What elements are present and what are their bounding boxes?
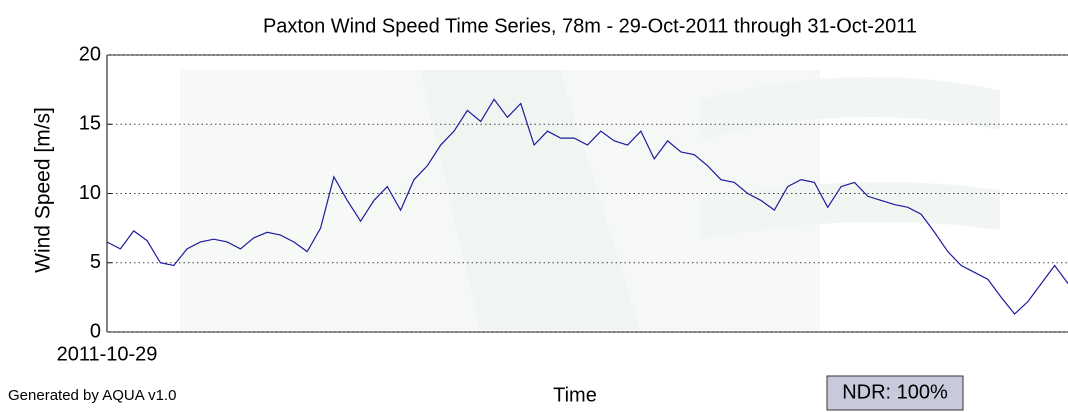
y-tick-label: 20 bbox=[79, 43, 101, 65]
x-tick-label: 2011-10-29 bbox=[57, 343, 158, 365]
y-tick-label: 0 bbox=[90, 320, 101, 342]
footer-note: Generated by AQUA v1.0 bbox=[8, 387, 176, 404]
y-tick-label: 5 bbox=[90, 251, 101, 273]
line-series bbox=[106, 98, 1068, 315]
ndr-badge bbox=[826, 375, 964, 411]
y-axis-label: Wind Speed [m/s] bbox=[32, 107, 55, 273]
ndr-text: NDR: 100% bbox=[842, 381, 948, 403]
y-tick-label: 15 bbox=[79, 113, 101, 135]
x-axis-label: Time bbox=[553, 384, 597, 406]
y-tick-label: 10 bbox=[79, 182, 101, 204]
chart-title: Paxton Wind Speed Time Series, 78m - 29-… bbox=[263, 15, 917, 37]
watermark bbox=[180, 70, 1000, 330]
